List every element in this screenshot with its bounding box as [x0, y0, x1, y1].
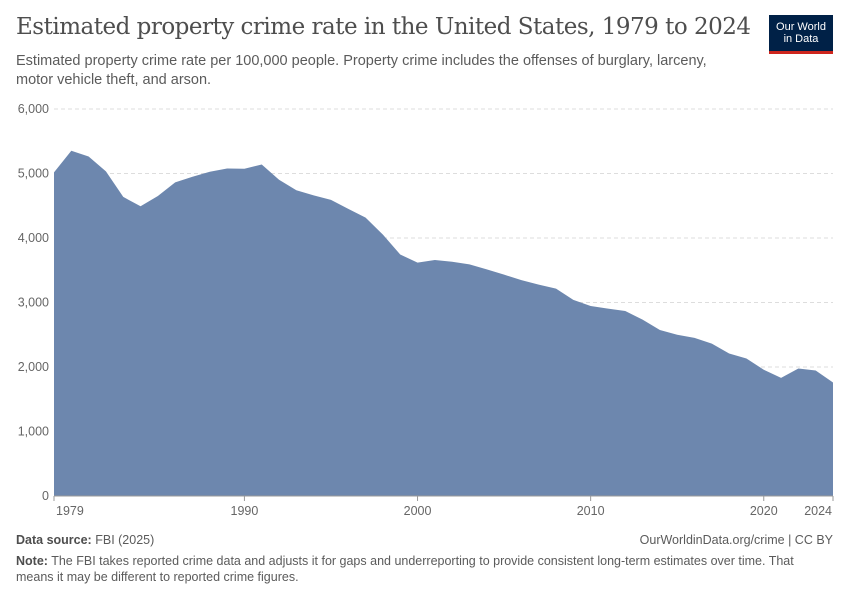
x-tick-label: 1990: [231, 504, 259, 518]
source-link[interactable]: OurWorldinData.org/crime | CC BY: [639, 533, 833, 547]
chart-note: Note: The FBI takes reported crime data …: [16, 554, 794, 584]
x-tick-label: 2020: [750, 504, 778, 518]
y-tick-label: 5,000: [18, 167, 49, 181]
chart-subtitle: Estimated property crime rate per 100,00…: [16, 53, 707, 88]
logo-line-2: in Data: [783, 33, 819, 45]
y-tick-label: 1,000: [18, 425, 49, 439]
data-source: Data source: FBI (2025): [16, 533, 155, 547]
area-series: [54, 150, 833, 496]
chart-title: Estimated property crime rate in the Uni…: [16, 14, 751, 40]
x-tick-label: 1979: [56, 504, 84, 518]
x-tick-label: 2010: [577, 504, 605, 518]
logo-line-1: Our World: [776, 21, 826, 33]
x-tick-label: 2024: [804, 504, 832, 518]
owid-logo[interactable]: Our World in Data: [769, 15, 833, 54]
y-tick-label: 4,000: [18, 231, 49, 245]
y-tick-label: 0: [42, 489, 49, 503]
y-tick-label: 2,000: [18, 360, 49, 374]
x-tick-label: 2000: [404, 504, 432, 518]
y-tick-label: 6,000: [18, 102, 49, 116]
y-tick-label: 3,000: [18, 296, 49, 310]
